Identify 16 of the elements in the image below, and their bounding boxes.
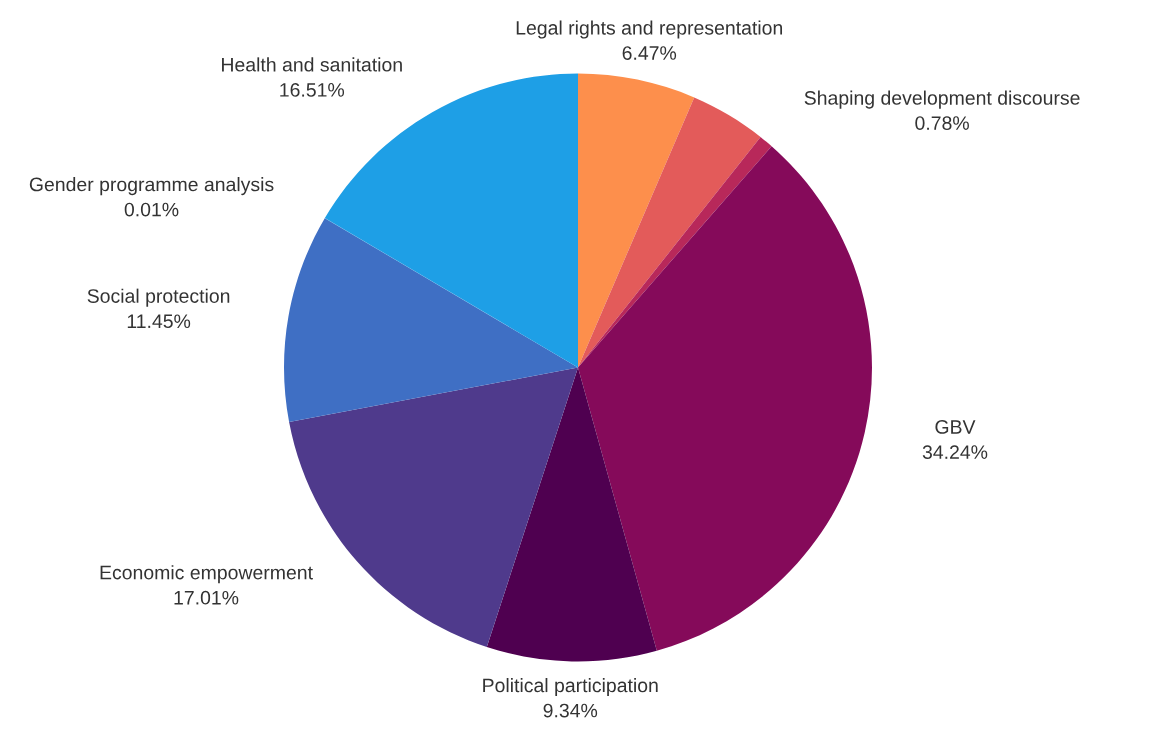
slice-label: Gender programme analysis xyxy=(29,177,274,196)
data-label: 6.47% xyxy=(622,46,677,60)
slice-label: Legal rights and representation xyxy=(516,20,783,39)
data-label: 16.51% xyxy=(280,83,345,97)
data-label: 0.01% xyxy=(124,202,179,217)
data-label: 0.78% xyxy=(915,116,969,130)
slice-label: GBV xyxy=(935,420,976,434)
slice-label: Shaping development discourse xyxy=(804,90,1080,109)
slice-label: Political participation xyxy=(483,677,658,697)
data-label: 9.34% xyxy=(543,703,598,718)
data-label: 17.01% xyxy=(174,590,239,605)
slice-label: Economic empowerment xyxy=(100,565,313,584)
data-label: 11.45% xyxy=(127,314,191,329)
slice-label: Health and sanitation xyxy=(222,57,402,72)
slice-label: Social protection xyxy=(87,288,230,307)
data-label: 34.24% xyxy=(922,445,988,459)
